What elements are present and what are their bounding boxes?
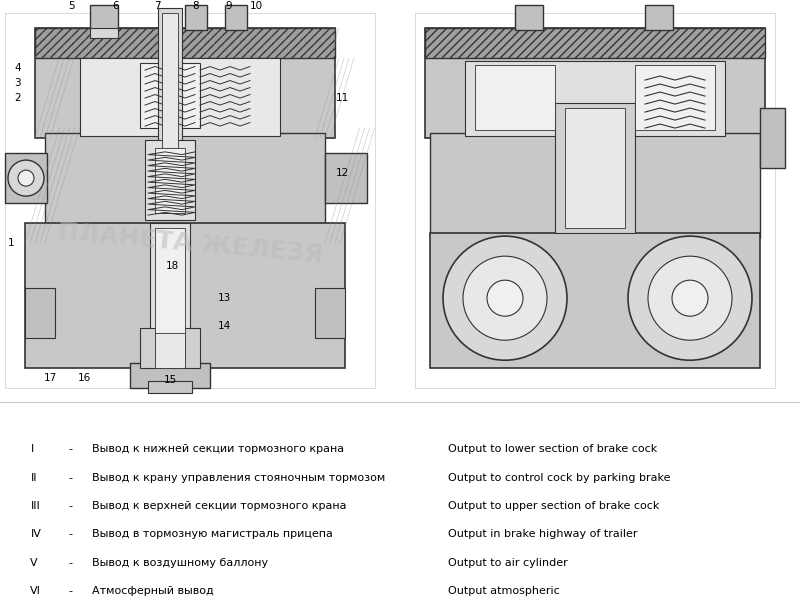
Bar xyxy=(140,63,200,128)
Text: Output atmospheric: Output atmospheric xyxy=(448,586,560,596)
Bar xyxy=(90,28,118,38)
Bar xyxy=(430,133,760,238)
Bar xyxy=(5,153,47,203)
Text: Output to air cylinder: Output to air cylinder xyxy=(448,558,568,568)
Text: -: - xyxy=(68,530,72,539)
Text: 17: 17 xyxy=(44,373,58,383)
Text: 18: 18 xyxy=(166,261,179,271)
Text: VI: VI xyxy=(30,586,42,596)
Bar xyxy=(325,153,367,203)
Bar xyxy=(315,288,345,338)
Text: Вывод к крану управления стояночным тормозом: Вывод к крану управления стояночным торм… xyxy=(92,472,386,483)
Bar xyxy=(155,148,185,213)
Circle shape xyxy=(8,160,44,196)
Bar xyxy=(35,28,335,138)
Text: II: II xyxy=(30,472,37,483)
Text: -: - xyxy=(68,444,72,454)
Text: 16: 16 xyxy=(78,373,91,383)
Text: 12: 12 xyxy=(336,168,350,178)
Bar xyxy=(475,65,555,130)
Bar xyxy=(760,108,785,168)
Bar xyxy=(25,223,345,368)
Bar xyxy=(145,140,195,220)
Text: Output in brake highway of trailer: Output in brake highway of trailer xyxy=(448,530,638,539)
Text: 15: 15 xyxy=(164,375,178,385)
Bar xyxy=(185,5,207,30)
Text: V: V xyxy=(30,558,38,568)
Circle shape xyxy=(18,170,34,186)
Text: -: - xyxy=(68,586,72,596)
Text: Output to control cock by parking brake: Output to control cock by parking brake xyxy=(448,472,670,483)
Circle shape xyxy=(443,236,567,360)
Text: III: III xyxy=(30,501,40,511)
Bar xyxy=(35,28,335,58)
Text: 3: 3 xyxy=(14,78,21,88)
Bar xyxy=(90,5,118,30)
Text: Атмосферный вывод: Атмосферный вывод xyxy=(92,586,214,596)
Text: -: - xyxy=(68,472,72,483)
Bar xyxy=(155,228,185,358)
Text: 11: 11 xyxy=(336,93,350,103)
Bar xyxy=(150,223,190,363)
Text: 6: 6 xyxy=(112,1,118,11)
Text: Вывод к верхней секции тормозного крана: Вывод к верхней секции тормозного крана xyxy=(92,501,346,511)
Text: -: - xyxy=(68,501,72,511)
Bar xyxy=(225,5,247,30)
Bar xyxy=(425,28,765,138)
Bar xyxy=(140,328,200,368)
Bar xyxy=(555,103,635,233)
Text: Output to lower section of brake cock: Output to lower section of brake cock xyxy=(448,444,658,454)
Text: Вывод к воздушному баллону: Вывод к воздушному баллону xyxy=(92,558,268,568)
Circle shape xyxy=(628,236,752,360)
Bar xyxy=(148,381,192,393)
Bar xyxy=(155,333,185,368)
Bar xyxy=(25,288,55,338)
Bar xyxy=(465,61,725,136)
Bar xyxy=(158,8,182,218)
Bar xyxy=(45,133,325,228)
Text: 13: 13 xyxy=(218,293,231,303)
Text: I: I xyxy=(30,444,34,454)
Bar xyxy=(565,108,625,228)
Text: Вывод в тормозную магистраль прицепа: Вывод в тормозную магистраль прицепа xyxy=(92,530,333,539)
Bar xyxy=(645,5,673,30)
Circle shape xyxy=(487,280,523,316)
Bar xyxy=(5,13,375,389)
Bar xyxy=(415,13,775,389)
Bar xyxy=(635,65,715,130)
Circle shape xyxy=(672,280,708,316)
Text: 7: 7 xyxy=(154,1,161,11)
Text: 14: 14 xyxy=(218,321,231,331)
Bar xyxy=(162,13,178,213)
Text: 9: 9 xyxy=(225,1,232,11)
Text: 8: 8 xyxy=(192,1,198,11)
Bar xyxy=(130,363,210,389)
Bar xyxy=(80,58,280,136)
Text: -: - xyxy=(68,558,72,568)
Text: 10: 10 xyxy=(250,1,263,11)
Circle shape xyxy=(463,256,547,340)
Text: 5: 5 xyxy=(68,1,74,11)
Text: Output to upper section of brake cock: Output to upper section of brake cock xyxy=(448,501,659,511)
Bar xyxy=(425,28,765,58)
Text: 2: 2 xyxy=(14,93,21,103)
Bar xyxy=(515,5,543,30)
Text: ПЛАНЕТА ЖЕЛЕЗЯ: ПЛАНЕТА ЖЕЛЕЗЯ xyxy=(56,219,324,267)
Text: 4: 4 xyxy=(14,63,21,73)
Bar xyxy=(430,233,760,368)
Text: Вывод к нижней секции тормозного крана: Вывод к нижней секции тормозного крана xyxy=(92,444,344,454)
Text: IV: IV xyxy=(30,530,42,539)
Text: 1: 1 xyxy=(8,238,14,248)
Circle shape xyxy=(648,256,732,340)
